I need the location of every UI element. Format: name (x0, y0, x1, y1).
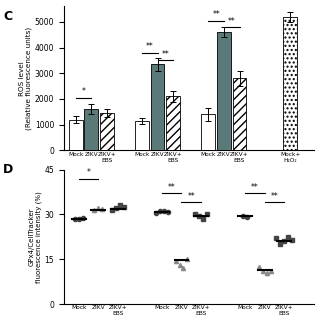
Bar (84, 109, 98, 150)
Bar (217, 32, 231, 150)
Text: **: ** (188, 192, 195, 201)
Bar (100, 113, 114, 150)
Text: **: ** (228, 17, 236, 26)
Text: 6-dpi: 6-dpi (148, 184, 167, 193)
Text: D: D (3, 163, 13, 176)
Bar (166, 96, 180, 150)
Text: **: ** (212, 10, 220, 19)
Y-axis label: GPx4/CellTracker
fluorescence intensity (%): GPx4/CellTracker fluorescence intensity … (28, 191, 42, 283)
Bar (233, 78, 246, 150)
Bar (69, 120, 83, 150)
Y-axis label: ROS level
(Relative fluorescence units): ROS level (Relative fluorescence units) (19, 27, 32, 130)
Text: **: ** (271, 192, 278, 201)
Text: *: * (82, 87, 85, 96)
Text: 3-dpi: 3-dpi (82, 184, 101, 193)
Text: **: ** (168, 183, 176, 192)
Text: **: ** (146, 42, 154, 51)
Bar (135, 121, 149, 150)
Text: **: ** (162, 50, 169, 59)
Bar (201, 114, 215, 150)
Text: C: C (3, 10, 12, 23)
Text: *: * (86, 168, 91, 177)
Text: **: ** (251, 183, 259, 192)
Bar (151, 64, 164, 150)
Bar (283, 17, 297, 150)
Text: 9-dpi: 9-dpi (214, 184, 234, 193)
